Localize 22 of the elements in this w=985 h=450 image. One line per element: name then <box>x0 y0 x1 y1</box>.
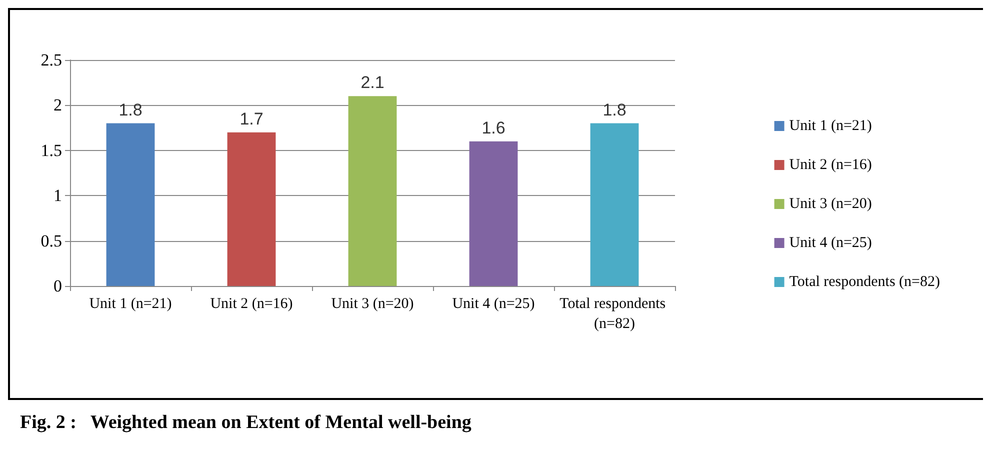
y-tick-label: 1.5 <box>40 140 62 160</box>
y-tick-label: 0.5 <box>40 231 62 250</box>
y-tick-label: 2.5 <box>40 50 62 70</box>
y-tick-label: 2 <box>54 96 62 115</box>
y-tick-label: 1 <box>54 186 62 206</box>
x-tick-label: Unit 4 (n=25) <box>452 296 535 312</box>
legend-label: Unit 3 (n=20) <box>789 196 872 212</box>
legend-label: Unit 1 (n=21) <box>789 118 872 134</box>
legend-label: Total respondents (n=82) <box>789 274 940 290</box>
x-tick-label: Unit 1 (n=21) <box>89 296 172 312</box>
data-label: 2.1 <box>360 73 384 92</box>
x-tick-label: Unit 3 (n=20) <box>331 296 414 312</box>
data-label: 1.6 <box>482 118 506 138</box>
legend-label: Unit 4 (n=25) <box>789 235 872 251</box>
x-tick-label: Total respondents (n=82) <box>560 296 670 332</box>
text: Fig. 2 : Weighted mean on Extent of Mental well-being <box>20 412 472 434</box>
x-tick-label: Unit 2 (n=16) <box>210 296 293 312</box>
data-label: 1.8 <box>602 100 626 120</box>
data-label: 1.7 <box>240 109 264 128</box>
data-label: 1.8 <box>118 100 142 120</box>
y-tick-label: 0 <box>54 276 62 296</box>
legend-label: Unit 2 (n=16) <box>789 157 872 173</box>
